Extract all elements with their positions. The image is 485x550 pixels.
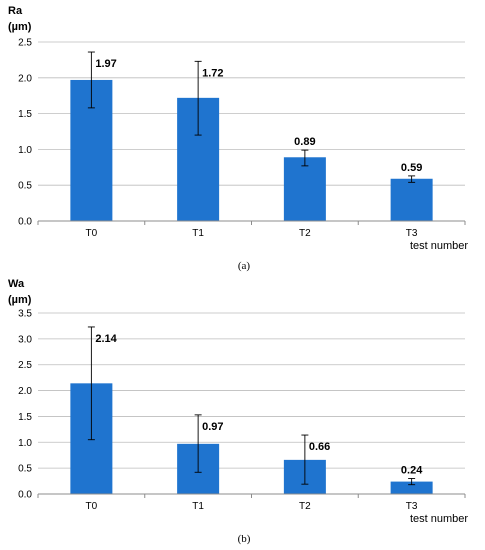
chart-a-y-tick-label: 1.5 bbox=[18, 109, 32, 120]
chart-b-y-tick-label: 2.5 bbox=[18, 360, 32, 371]
chart-a-xlabel: test number bbox=[410, 240, 468, 252]
chart-a-x-tick-label-t2: T2 bbox=[299, 228, 311, 239]
chart-b-y-tick-label: 3.0 bbox=[18, 334, 32, 345]
chart-a-ylabel-line1: Ra bbox=[8, 5, 23, 17]
chart-b-x-tick-label-t1: T1 bbox=[192, 501, 204, 512]
chart-b-y-tick-label: 2.0 bbox=[18, 386, 32, 397]
chart-a-data-label-t1: 1.72 bbox=[202, 67, 223, 79]
chart-a-bars bbox=[70, 79, 433, 221]
chart-a-x-axis bbox=[37, 220, 466, 225]
chart-b-y-tick-labels: 0.0 0.5 1.0 1.5 2.0 2.5 3.0 3.5 bbox=[18, 309, 32, 501]
chart-a-error-bars bbox=[87, 51, 416, 183]
chart-a-x-tick-label-t1: T1 bbox=[192, 228, 204, 239]
chart-b-data-label-t3: 0.24 bbox=[401, 464, 423, 476]
chart-b-y-tick-label: 3.5 bbox=[18, 309, 32, 320]
chart-a: Ra (µm) 0.0 0.5 1.0 1.5 2.0 2.5 1.97 1.72 0.89 0… bbox=[8, 5, 468, 272]
chart-b-x-tick-label-t2: T2 bbox=[299, 501, 311, 512]
chart-b-bars bbox=[70, 383, 433, 494]
chart-a-ylabel-line2: (µm) bbox=[8, 21, 32, 33]
chart-a-x-tick-label-t0: T0 bbox=[86, 228, 98, 239]
chart-a-data-label-t2: 0.89 bbox=[294, 136, 315, 148]
chart-b-data-label-t1: 0.97 bbox=[202, 421, 223, 433]
chart-b-y-tick-label: 1.0 bbox=[18, 438, 32, 449]
chart-a-y-tick-label: 2.0 bbox=[18, 73, 32, 84]
chart-a-bar-t2 bbox=[283, 157, 326, 221]
chart-a-x-tick-label-t3: T3 bbox=[406, 228, 418, 239]
chart-a-data-label-t3: 0.59 bbox=[401, 162, 422, 174]
chart-b-xlabel: test number bbox=[410, 513, 468, 525]
chart-a-y-tick-label: 0.0 bbox=[18, 217, 32, 228]
chart-b-bar-t3 bbox=[390, 481, 433, 494]
chart-a-y-tick-label: 1.0 bbox=[18, 145, 32, 156]
chart-b-error-bars bbox=[87, 326, 416, 486]
chart-a-data-labels: 1.97 1.72 0.89 0.59 bbox=[95, 58, 422, 174]
chart-a-y-tick-labels: 0.0 0.5 1.0 1.5 2.0 2.5 bbox=[18, 38, 32, 228]
chart-a-bar-t3 bbox=[390, 178, 433, 221]
chart-b-y-tick-label: 0.0 bbox=[18, 490, 32, 501]
chart-b-y-tick-label: 0.5 bbox=[18, 464, 32, 475]
chart-b-y-tick-label: 1.5 bbox=[18, 412, 32, 423]
chart-a-caption: (a) bbox=[238, 260, 251, 272]
chart-a-x-tick-labels: T0 T1 T2 T3 bbox=[86, 228, 418, 239]
chart-a-data-label-t0: 1.97 bbox=[95, 58, 116, 70]
chart-b-x-axis bbox=[37, 493, 466, 498]
chart-b-ylabel-line2: (µm) bbox=[8, 294, 32, 306]
chart-b-data-labels: 2.14 0.97 0.66 0.24 bbox=[95, 333, 423, 477]
chart-a-y-tick-label: 2.5 bbox=[18, 38, 32, 49]
chart-b-x-tick-label-t3: T3 bbox=[406, 501, 418, 512]
chart-b-data-label-t2: 0.66 bbox=[309, 441, 330, 453]
chart-b-caption: (b) bbox=[238, 533, 251, 545]
chart-b: Wa (µm) 0.0 0.5 1.0 1.5 2.0 2.5 3.0 3.5 2.14 0.9… bbox=[8, 278, 468, 545]
chart-b-x-tick-labels: T0 T1 T2 T3 bbox=[86, 501, 418, 512]
chart-a-y-tick-label: 0.5 bbox=[18, 181, 32, 192]
chart-b-x-tick-label-t0: T0 bbox=[86, 501, 98, 512]
chart-b-ylabel-line1: Wa bbox=[8, 278, 25, 290]
chart-b-data-label-t0: 2.14 bbox=[95, 333, 117, 345]
